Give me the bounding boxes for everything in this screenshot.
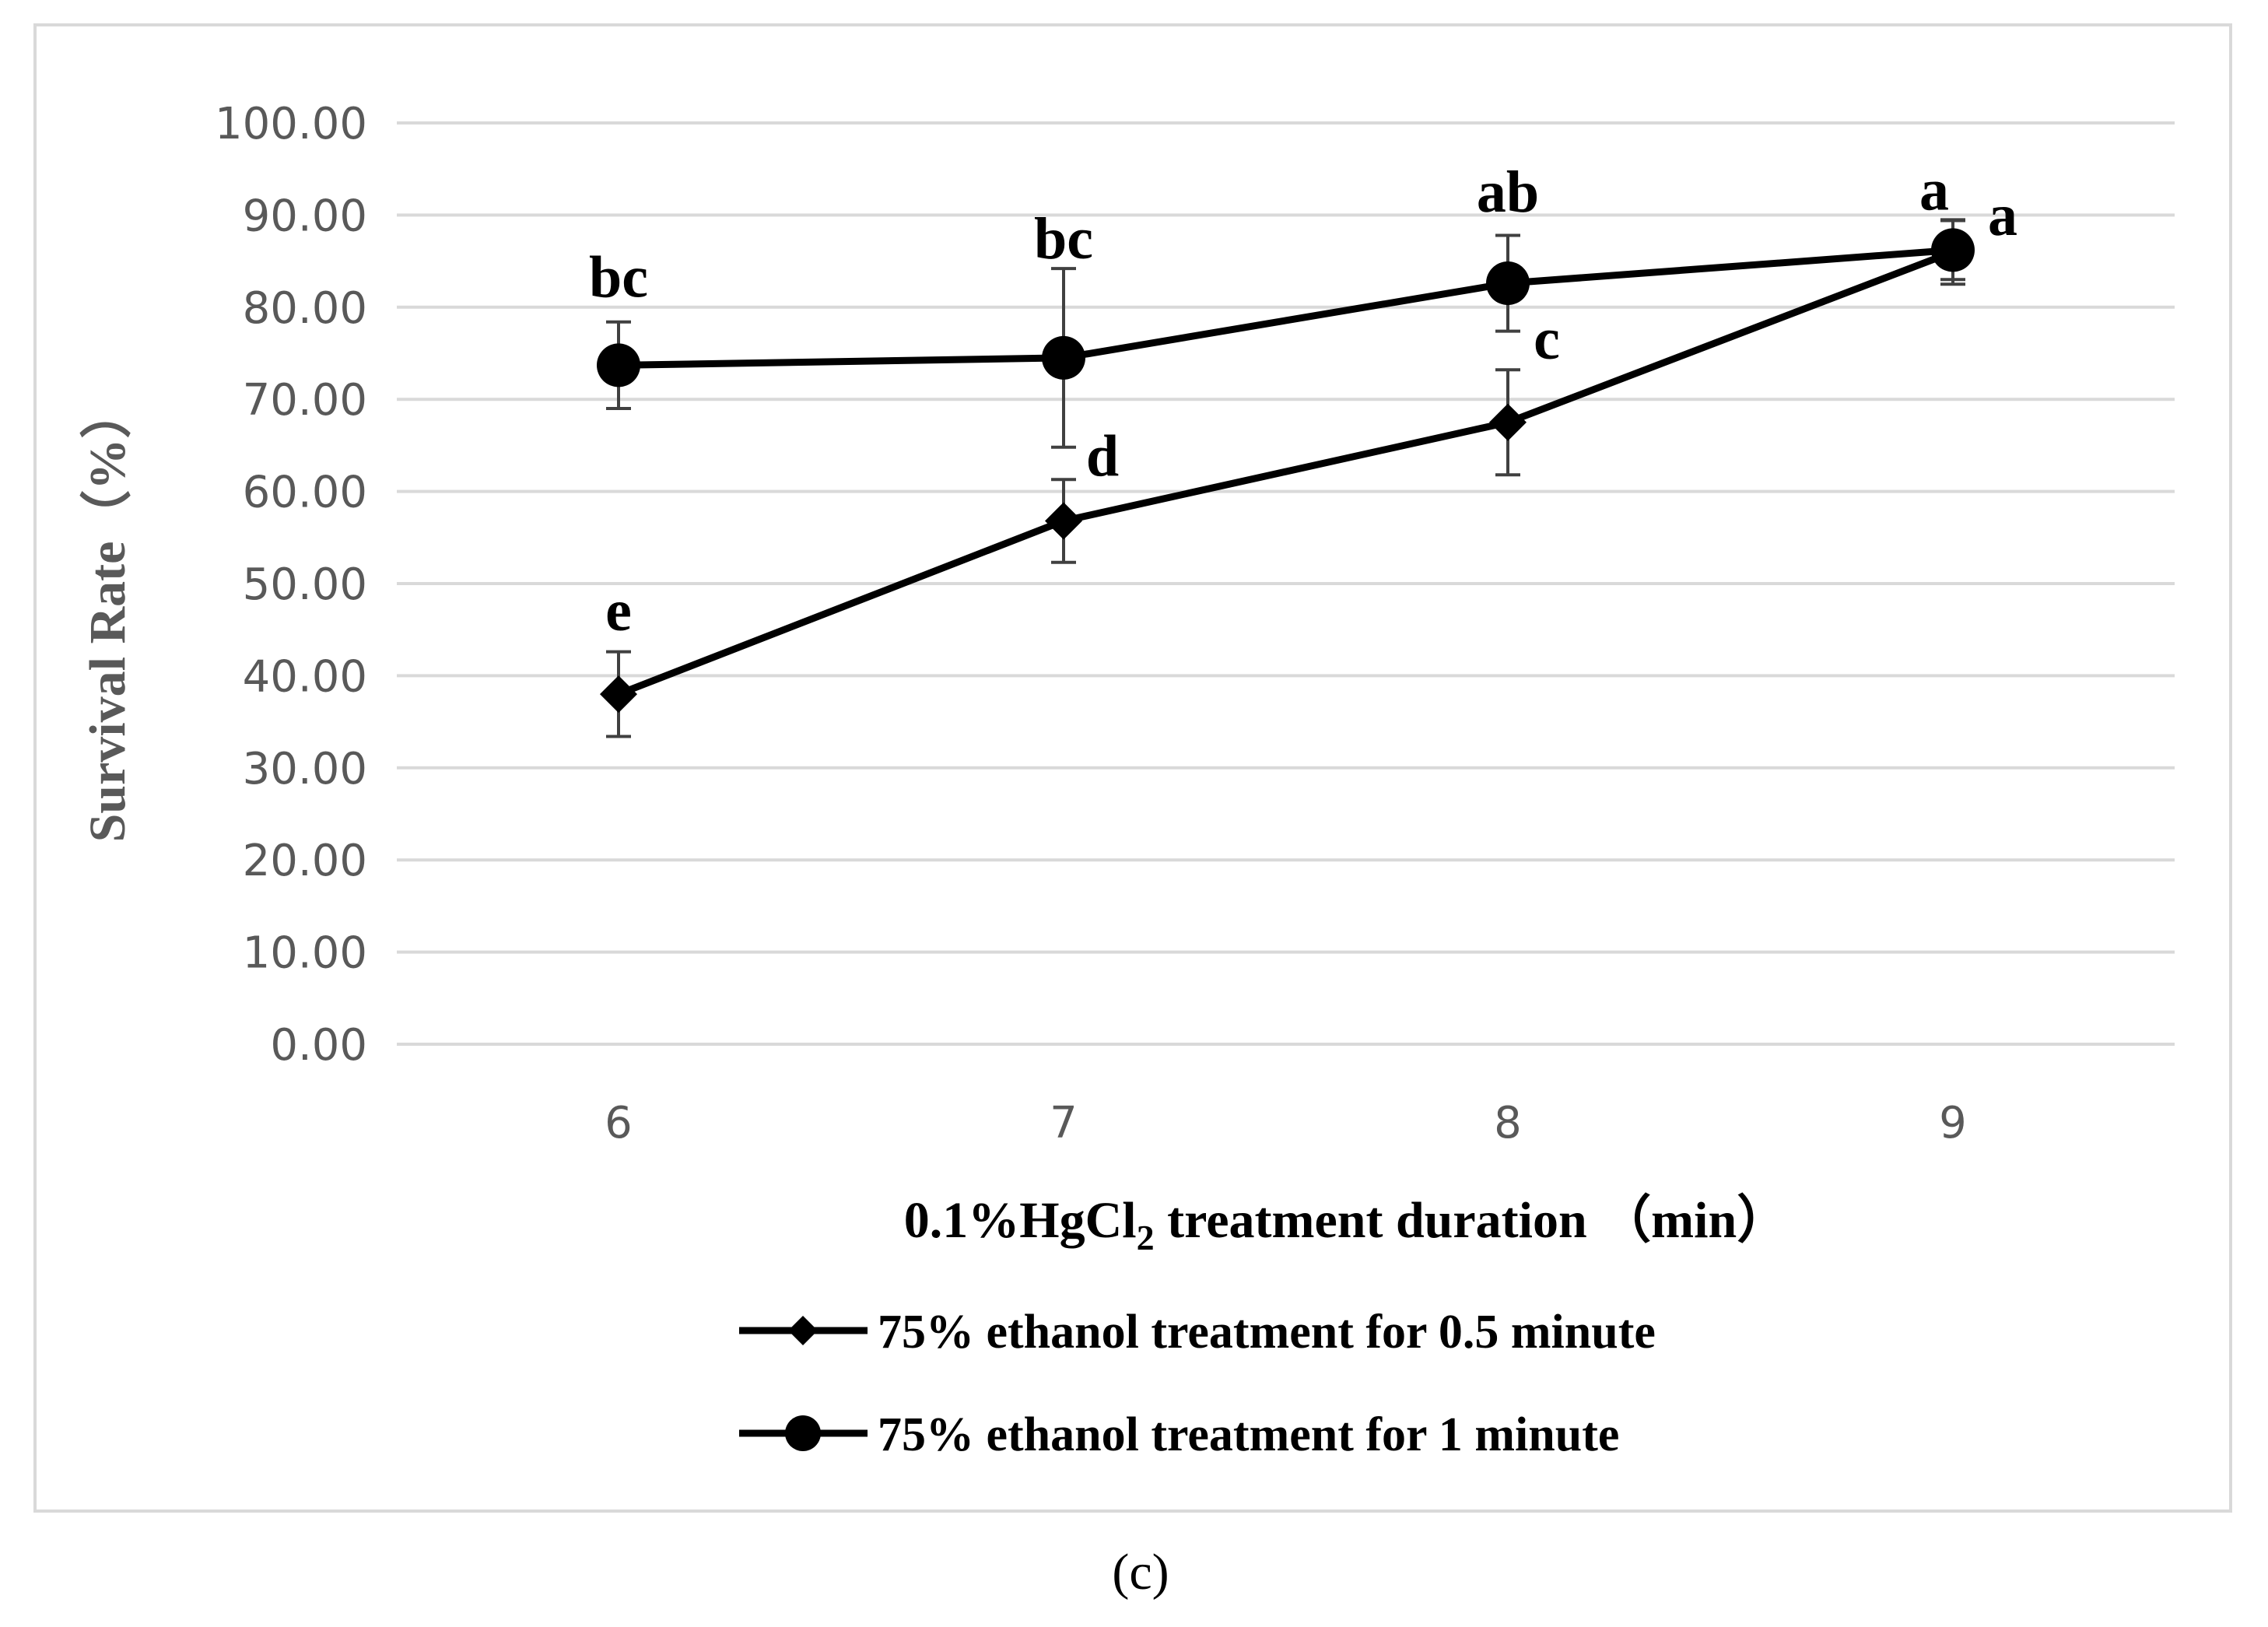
- legend-label-circle: 75% ethanol treatment for 1 minute: [878, 1408, 1619, 1461]
- y-tick-80: 80.00: [243, 283, 367, 334]
- y-axis-title: Survival Rate（%）: [79, 387, 136, 843]
- series-layer: [597, 218, 1975, 738]
- grid-layer: [397, 121, 2175, 1046]
- point-circle-9: [1931, 228, 1975, 272]
- point-circle-6: [597, 343, 640, 387]
- sig-label-diamond-8: c: [1534, 307, 1560, 372]
- sig-label-circle-8: ab: [1477, 160, 1539, 225]
- series-line-circle: [618, 246, 1954, 369]
- x-tick-9: 9: [1939, 1098, 1967, 1148]
- x-tick-labels: 6 7 8 9: [605, 1098, 1967, 1148]
- legend-entry-diamond: 75% ethanol treatment for 0.5 minute: [739, 1306, 1656, 1359]
- sig-label-diamond-7: d: [1086, 423, 1119, 489]
- sig-label-circle-7: bc: [1034, 206, 1093, 272]
- sig-label-circle-9: a: [1919, 157, 1949, 223]
- legend-entry-circle: 75% ethanol treatment for 1 minute: [739, 1408, 1619, 1461]
- x-axis-title-main: 0.1%HgCl: [904, 1192, 1137, 1249]
- x-axis-title-rest: treatment duration （min）: [1155, 1191, 1789, 1249]
- sig-label-diamond-6: e: [605, 578, 632, 643]
- y-tick-labels: 0.00 10.00 20.00 30.00 40.00 50.00 60.00 70.00 8…: [215, 99, 367, 1071]
- legend-circle-marker-icon: [785, 1415, 821, 1451]
- x-tick-8: 8: [1494, 1098, 1522, 1148]
- point-diamond-8: [1489, 403, 1527, 441]
- series-circle: [597, 219, 1975, 449]
- sig-label-circle-6: bc: [589, 244, 648, 310]
- x-tick-7: 7: [1050, 1098, 1078, 1148]
- point-circle-7: [1042, 335, 1085, 380]
- point-diamond-6: [600, 675, 637, 714]
- y-tick-70: 70.00: [243, 375, 367, 426]
- significance-labels: e d c a bc bc ab a: [589, 157, 2017, 643]
- y-tick-50: 50.00: [243, 559, 367, 610]
- legend-label-diamond: 75% ethanol treatment for 0.5 minute: [878, 1306, 1656, 1359]
- y-tick-60: 60.00: [243, 468, 367, 518]
- y-tick-30: 30.00: [243, 744, 367, 794]
- y-tick-40: 40.00: [243, 651, 367, 702]
- y-tick-100: 100.00: [215, 99, 367, 149]
- point-circle-8: [1486, 261, 1530, 306]
- x-tick-6: 6: [605, 1098, 633, 1148]
- y-tick-10: 10.00: [243, 928, 367, 979]
- series-line-diamond: [617, 248, 1954, 698]
- point-diamond-7: [1045, 502, 1082, 540]
- x-axis-title-subscript: 2: [1137, 1218, 1155, 1257]
- legend-diamond-marker-icon: [788, 1316, 818, 1345]
- legend: 75% ethanol treatment for 0.5 minute 75%…: [739, 1306, 1656, 1461]
- x-axis-title: 0.1%HgCl2 treatment duration （min）: [904, 1191, 1788, 1257]
- y-tick-20: 20.00: [243, 836, 367, 886]
- y-tick-90: 90.00: [243, 191, 367, 241]
- sig-label-diamond-9: a: [1988, 183, 2017, 248]
- y-tick-0: 0.00: [270, 1020, 367, 1071]
- figure-caption: (c): [1112, 1544, 1169, 1601]
